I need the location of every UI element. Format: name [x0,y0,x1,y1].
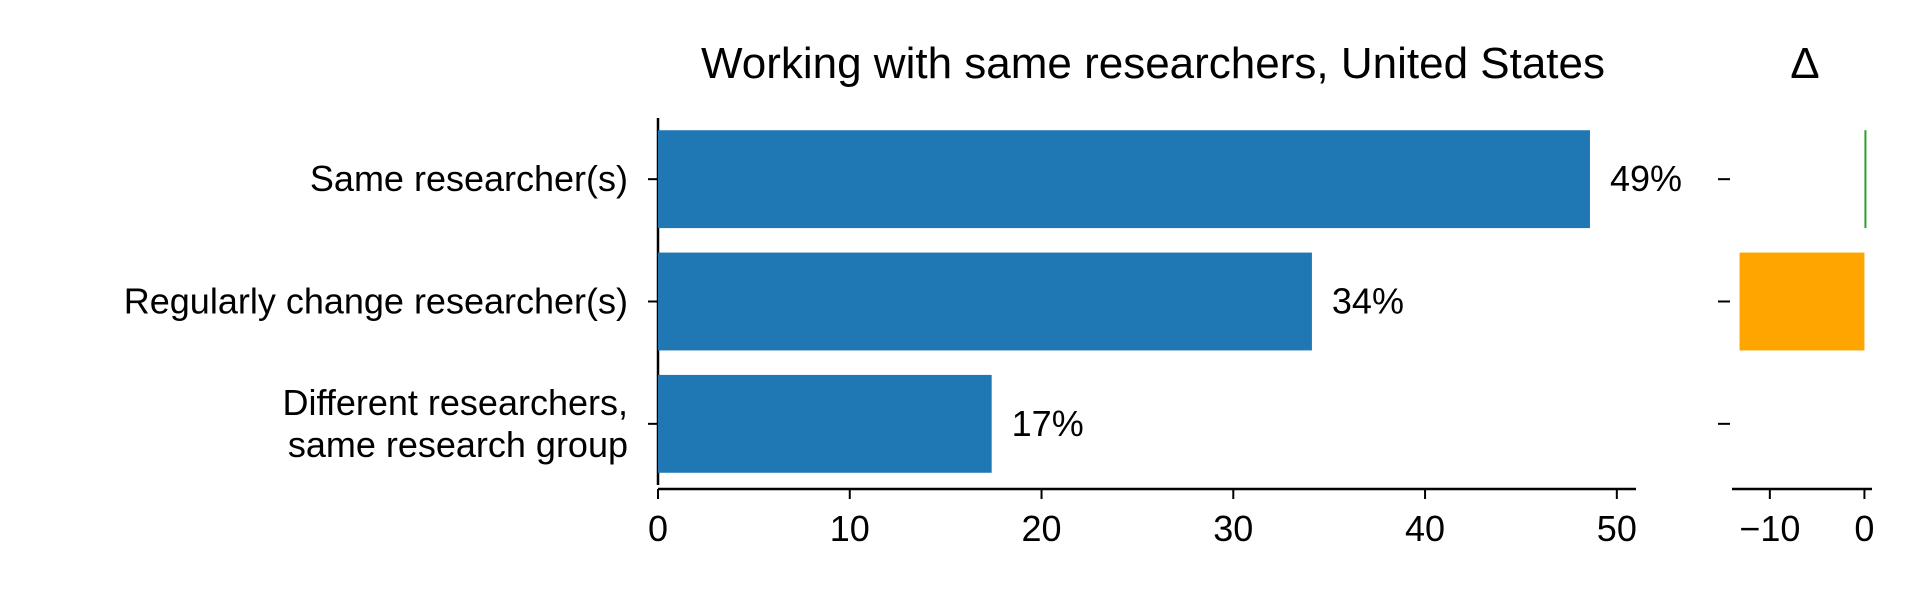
main-x-tick-label: 50 [1597,508,1637,549]
bar-value-label: 34% [1332,281,1404,322]
main-x-tick-label: 20 [1022,508,1062,549]
category-label: Same researcher(s) [310,158,628,199]
category-label: Different researchers, same research grou… [283,382,628,465]
delta-x-tick-label: 0 [1854,508,1874,549]
main-x-tick-label: 30 [1213,508,1253,549]
delta-bar [1864,130,1867,229]
category-label-line: Different researchers, [283,382,628,423]
bar-value-label: 17% [1012,403,1084,444]
main-bar [658,130,1590,229]
delta-x-tick-label: −10 [1739,508,1800,549]
main-x-tick-label: 40 [1405,508,1445,549]
delta-bar [1739,252,1865,351]
bar-value-label: 49% [1610,158,1682,199]
category-label-line: Regularly change researcher(s) [124,281,628,322]
main-x-tick-label: 0 [648,508,668,549]
main-bar [658,252,1312,351]
delta-chart-title: Δ [1790,39,1819,88]
category-label: Regularly change researcher(s) [124,281,628,322]
main-plot-area: Same researcher(s) 49% Regularly change re… [124,118,1682,549]
main-x-tick-label: 10 [830,508,870,549]
category-label-line: same research group [288,424,628,465]
main-chart-title: Working with same researchers, United St… [701,39,1605,88]
main-bar [658,374,992,473]
delta-plot-area: −10 0 [1718,130,1874,549]
category-label-line: Same researcher(s) [310,158,628,199]
